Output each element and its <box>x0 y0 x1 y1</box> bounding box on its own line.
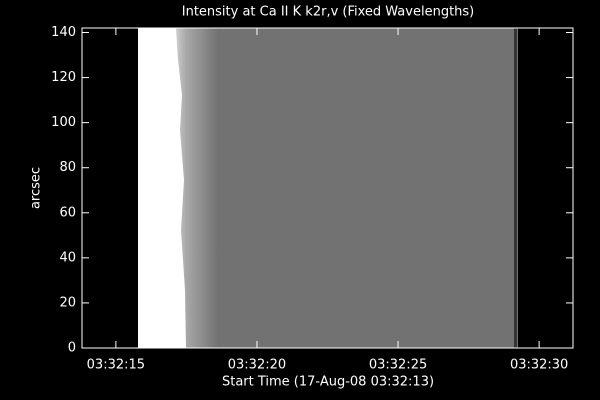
y-axis-label: arcsec <box>29 167 44 209</box>
x-tick-label: 03:32:20 <box>228 358 286 373</box>
y-tick-label: 60 <box>59 205 76 220</box>
y-tick-label: 0 <box>68 341 76 356</box>
y-tick-label: 100 <box>51 115 76 130</box>
plot-frame <box>81 27 574 349</box>
y-tick-label: 120 <box>51 70 76 85</box>
intensity-image <box>82 28 573 348</box>
chart-title: Intensity at Ca II K k2r,v (Fixed Wavele… <box>182 5 475 20</box>
y-tick-label: 140 <box>51 25 76 40</box>
y-tick-label: 20 <box>59 295 76 310</box>
y-tick-label: 80 <box>59 160 76 175</box>
x-tick-label: 03:32:30 <box>510 358 568 373</box>
x-axis-label: Start Time (17-Aug-08 03:32:13) <box>222 375 434 390</box>
y-tick-label: 40 <box>59 250 76 265</box>
x-tick-label: 03:32:15 <box>87 358 145 373</box>
x-tick-label: 03:32:25 <box>369 358 427 373</box>
